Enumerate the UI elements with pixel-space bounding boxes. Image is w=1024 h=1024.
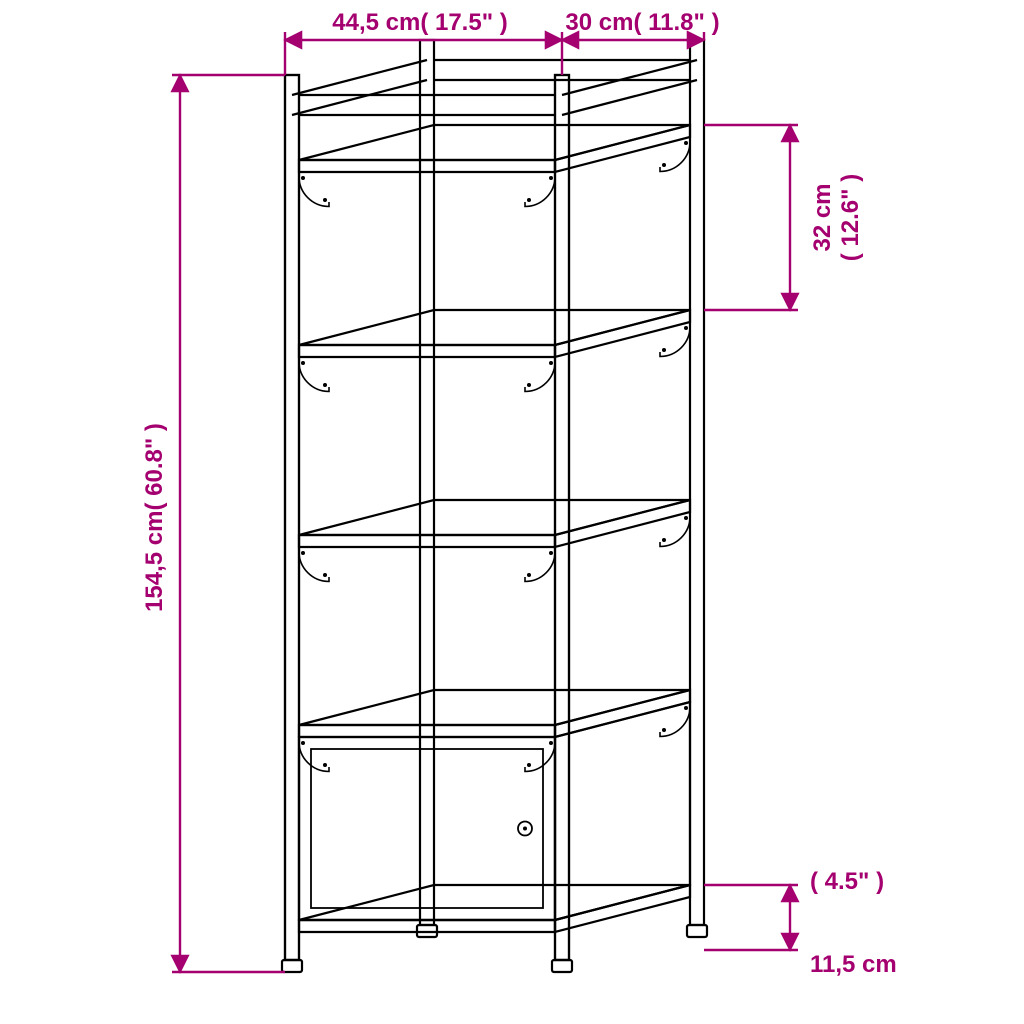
dim-width-label: 44,5 cm( 17.5" ) [332,9,507,36]
dim-foot-in: ( 4.5" ) [810,868,884,895]
dim-shelfgap-cm: 32 cm [809,183,836,251]
dim-height-label: 154,5 cm( 60.8" ) [141,423,168,612]
bookshelf-drawing [282,40,707,972]
dim-shelfgap-in: ( 12.6" ) [837,174,864,261]
dimension-diagram: 44,5 cm( 17.5" ) 30 cm( 11.8" ) 154,5 cm( … [0,0,1024,1024]
dim-foot-cm: 11,5 cm [810,951,897,978]
dim-depth-label: 30 cm( 11.8" ) [565,9,719,36]
